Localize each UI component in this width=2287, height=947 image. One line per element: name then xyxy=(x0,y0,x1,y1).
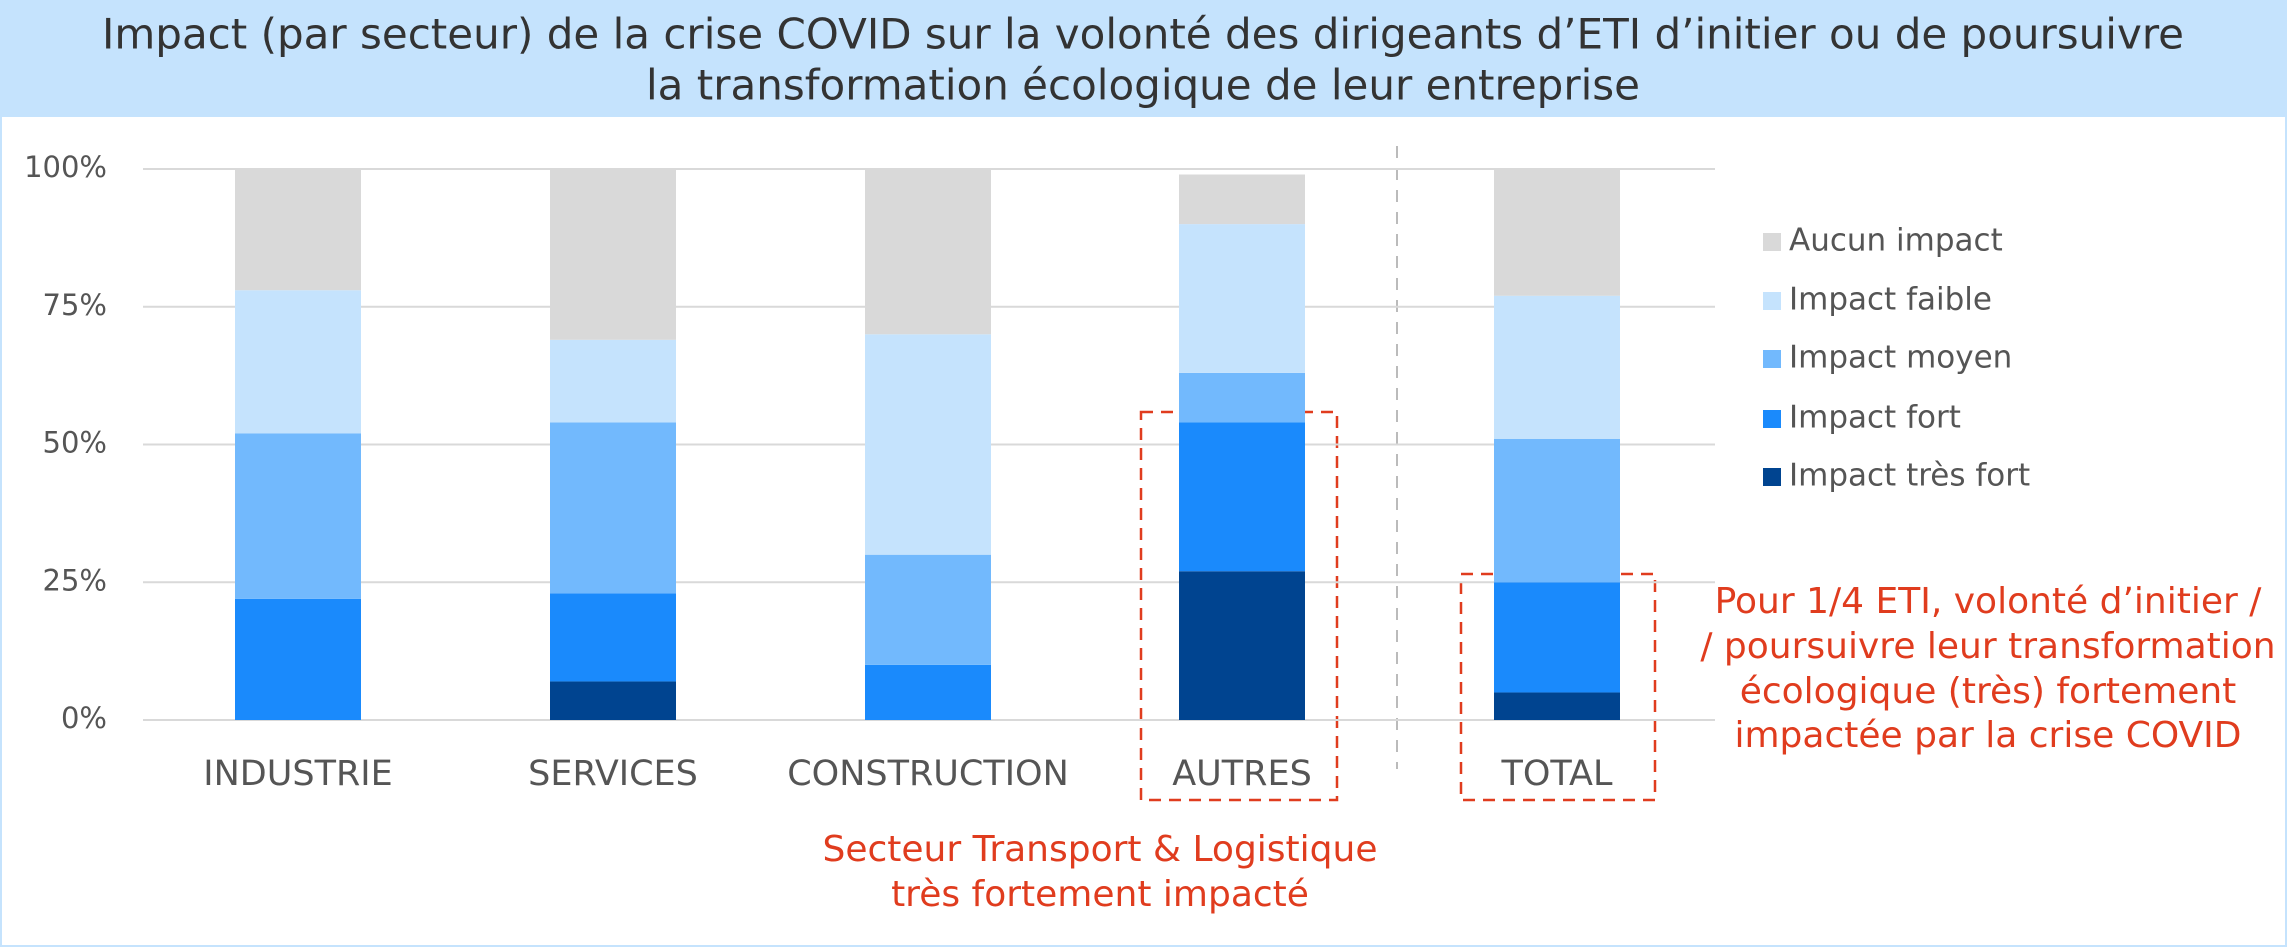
y-tick-label: 75% xyxy=(43,288,107,322)
legend-swatch xyxy=(1763,468,1781,486)
annotation: écologique (très) fortement xyxy=(1740,671,2237,712)
bar-segment xyxy=(1494,295,1620,439)
bar-segment xyxy=(550,169,676,340)
x-tick-label: SERVICES xyxy=(528,754,698,794)
y-tick-label: 0% xyxy=(61,701,107,735)
legend-label: Impact fort xyxy=(1789,400,1961,436)
bar-segment xyxy=(1494,692,1620,720)
annotation: / poursuivre leur transformation xyxy=(1700,626,2275,667)
legend-label: Impact moyen xyxy=(1789,340,2012,376)
y-tick-label: 25% xyxy=(43,563,107,597)
bar-segment xyxy=(235,433,361,599)
bar-segment xyxy=(550,681,676,720)
bar-segment xyxy=(1494,582,1620,693)
bar-segment xyxy=(235,169,361,291)
annotation: très fortement impacté xyxy=(891,874,1309,915)
bar-segment xyxy=(1494,169,1620,296)
chart-title: Impact (par secteur) de la crise COVID s… xyxy=(102,10,2184,59)
bar-segment xyxy=(550,422,676,594)
legend-swatch xyxy=(1763,233,1781,251)
chart-title: la transformation écologique de leur ent… xyxy=(646,61,1640,110)
bar-segment xyxy=(865,334,991,555)
x-tick-label: CONSTRUCTION xyxy=(787,754,1069,794)
y-tick-label: 100% xyxy=(24,150,107,184)
x-tick-label: TOTAL xyxy=(1500,754,1613,794)
bar-segment xyxy=(1179,372,1305,423)
annotation: Pour 1/4 ETI, volonté d’initier / xyxy=(1715,581,2263,622)
y-tick-label: 50% xyxy=(43,426,107,460)
title-band xyxy=(0,0,2287,117)
highlight-box xyxy=(1139,410,1339,802)
legend-swatch xyxy=(1763,350,1781,368)
bar-segment xyxy=(1179,422,1305,572)
legend-swatch xyxy=(1763,292,1781,310)
bar-segment xyxy=(1494,438,1620,583)
legend-swatch xyxy=(1763,410,1781,428)
highlight-box xyxy=(1459,572,1657,802)
bar-segment xyxy=(1179,174,1305,225)
bar-segment xyxy=(235,290,361,434)
bar-segment xyxy=(550,339,676,423)
legend-label: Impact faible xyxy=(1789,282,1992,318)
x-tick-label: INDUSTRIE xyxy=(203,754,392,794)
bar-segment xyxy=(865,664,991,720)
bar-segment xyxy=(865,554,991,665)
annotation: Secteur Transport & Logistique xyxy=(823,829,1378,870)
bar-segment xyxy=(550,593,676,682)
x-tick-label: AUTRES xyxy=(1172,754,1312,794)
legend-label: Impact très fort xyxy=(1789,458,2030,494)
bar-segment xyxy=(1179,571,1305,720)
annotation: impactée par la crise COVID xyxy=(1734,715,2241,756)
bar-segment xyxy=(1179,224,1305,373)
legend-label: Aucun impact xyxy=(1789,223,2003,259)
bar-segment xyxy=(865,169,991,335)
bar-segment xyxy=(235,598,361,720)
